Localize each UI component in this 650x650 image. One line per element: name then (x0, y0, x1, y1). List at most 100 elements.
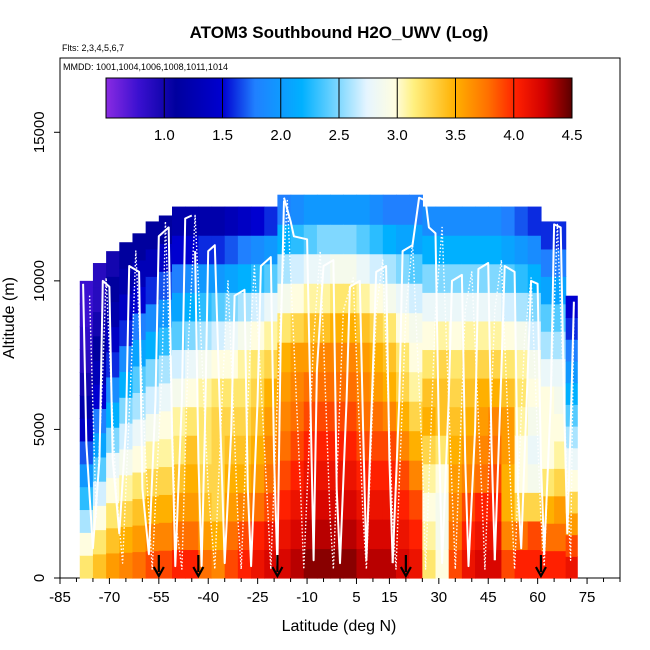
heatmap-cell (145, 248, 160, 277)
x-tick-label: -70 (99, 589, 121, 606)
heatmap-cell (330, 342, 344, 373)
heatmap-cell (382, 283, 397, 314)
heatmap-cell (145, 495, 160, 524)
heatmap-cell (330, 194, 344, 225)
heatmap-cell (435, 492, 450, 522)
heatmap-cell (396, 283, 410, 314)
heatmap-cell (435, 206, 450, 236)
heatmap-cell (356, 312, 371, 343)
heatmap-cell (106, 402, 120, 428)
heatmap-cell (224, 349, 239, 379)
x-tick-label: -10 (296, 589, 318, 606)
heatmap-cell (92, 359, 107, 385)
heatmap-cell (565, 534, 578, 557)
heatmap-cell (198, 263, 213, 293)
heatmap-cell (382, 253, 397, 284)
heatmap-cell (303, 548, 318, 579)
colorbar-tick-label: 2.0 (270, 127, 291, 144)
heatmap-cell (369, 460, 384, 491)
heatmap-cell (264, 206, 279, 236)
heatmap-cell (343, 371, 358, 402)
heatmap-cell (475, 235, 489, 265)
heatmap-cell (475, 320, 489, 351)
heatmap-cell (237, 378, 252, 408)
colorbar-tick-label: 1.0 (154, 127, 175, 144)
heatmap-cell (277, 401, 292, 432)
heatmap-cell (132, 524, 147, 553)
heatmap-cell (79, 555, 94, 579)
heatmap-cell (198, 292, 213, 322)
heatmap-cell (501, 349, 516, 379)
heatmap-cell (514, 349, 529, 379)
heatmap-cell (422, 292, 437, 322)
heatmap-cell (422, 520, 437, 551)
heatmap-cell (488, 320, 503, 351)
heatmap-cell (172, 206, 186, 236)
heatmap-cell (277, 430, 292, 461)
heatmap-cell (185, 378, 199, 408)
heatmap-cell (382, 224, 397, 255)
heatmap-cell (290, 489, 305, 520)
colorbar-tick-label: 3.0 (387, 127, 408, 144)
x-axis-label: Latitude (deg N) (282, 618, 397, 635)
heatmap-cell (158, 438, 173, 468)
heatmap-cell (435, 463, 450, 493)
heatmap-cell (264, 235, 279, 265)
heatmap-cell (119, 500, 134, 527)
heatmap-cell (119, 319, 134, 347)
heatmap-cell (540, 358, 555, 387)
heatmap-cell (237, 435, 252, 465)
heatmap-cell (475, 435, 489, 465)
heatmap-cell (316, 194, 331, 225)
heatmap-cell (343, 548, 358, 579)
heatmap-cell (343, 312, 358, 343)
heatmap-cell (356, 194, 371, 225)
heatmap-cell (356, 342, 371, 373)
heatmap-cell (554, 468, 567, 497)
heatmap-cell (303, 342, 318, 373)
heatmap-cell (396, 489, 410, 520)
heatmap-cell (409, 371, 423, 402)
heatmap-cell (409, 548, 423, 579)
heatmap-cell (540, 221, 555, 250)
heatmap-cell (501, 463, 516, 493)
x-tick-label: 30 (430, 589, 447, 606)
heatmap-cell (303, 253, 318, 284)
heatmap-cell (264, 349, 279, 379)
heatmap-cell (224, 292, 239, 322)
heatmap-cell (501, 378, 516, 408)
heatmap-cell (435, 263, 450, 293)
heatmap-cell (501, 292, 516, 322)
x-axis: -85 -70 -55 -40 -25 -10 5 15 30 45 60 75 (49, 578, 621, 606)
heatmap-cell (369, 430, 384, 461)
x-tick-label: 5 (352, 589, 360, 606)
heatmap-cell (303, 312, 318, 343)
heatmap-cell (475, 378, 489, 408)
heatmap-cell (92, 335, 107, 361)
y-tick-label: 5000 (31, 413, 48, 446)
heatmap-cell (540, 276, 555, 305)
heatmap-cell (198, 320, 213, 351)
heatmap-cell (92, 553, 107, 579)
heatmap-cell (316, 224, 331, 255)
heatmap-cell (396, 519, 410, 550)
colorbar-tick-label: 4.5 (562, 127, 583, 144)
heatmap-cell (132, 365, 147, 393)
heatmap-cell (448, 520, 463, 551)
heatmap-cell (488, 349, 503, 379)
heatmap-cell (461, 235, 476, 265)
colorbar-tick-label: 2.5 (329, 127, 350, 144)
heatmap-cell (145, 358, 160, 387)
heatmap-cell (356, 224, 371, 255)
heatmap-cell (488, 206, 503, 236)
heatmap-cell (369, 312, 384, 343)
heatmap-cell (475, 406, 489, 436)
heatmap-cell (356, 253, 371, 284)
heatmap-cell (501, 435, 516, 465)
heatmap-cell (316, 430, 331, 461)
heatmap-cell (106, 301, 120, 328)
heatmap-cell (330, 224, 344, 255)
heatmap-cell (277, 460, 292, 491)
heatmap-cell (514, 235, 529, 265)
heatmap-cell (211, 406, 226, 436)
